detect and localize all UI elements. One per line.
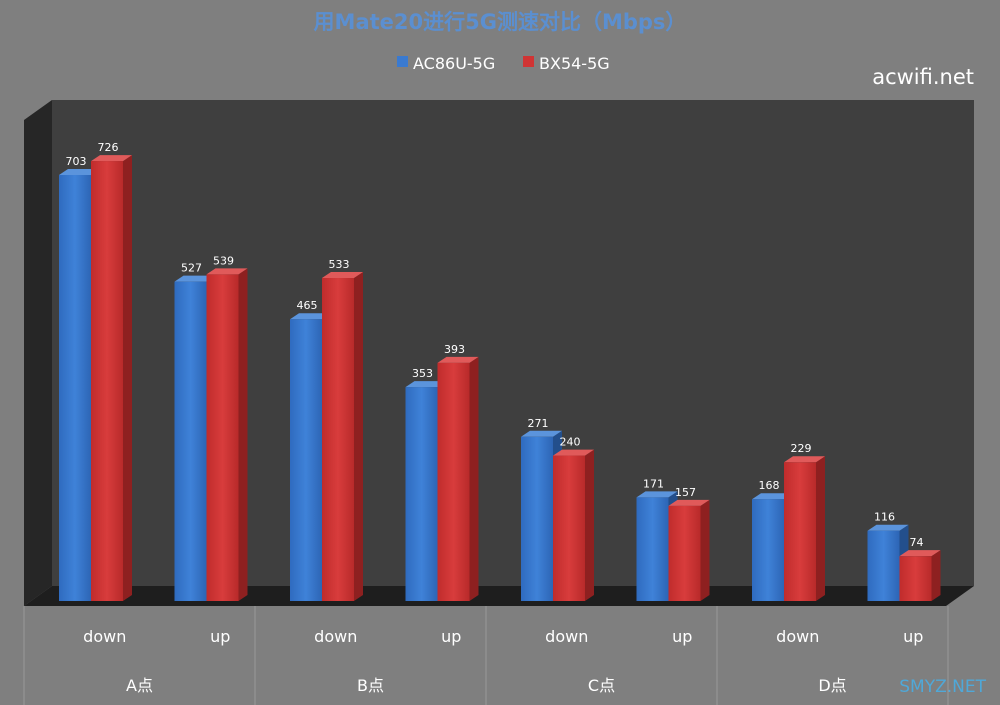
category-label-1: up [210,627,230,646]
category-table [23,606,949,705]
bar-bx54-7 [899,550,941,601]
value-label-bx54-1: 539 [213,254,234,267]
value-label-bx54-0: 726 [98,141,119,154]
category-label-2: down [314,627,357,646]
value-label-ac86u-1: 527 [181,262,202,275]
group-label-2: C点 [588,676,615,695]
value-label-ac86u-2: 465 [297,299,318,312]
value-label-ac86u-3: 353 [412,367,433,380]
bar-bx54-6 [784,456,825,601]
chart-title: 用Mate20进行5G测速对比（Mbps） [314,10,687,34]
category-label-6: down [776,627,819,646]
value-label-ac86u-5: 171 [643,477,664,490]
legend-label-ac86u: AC86U-5G [413,54,495,73]
value-label-bx54-4: 240 [560,436,581,449]
legend-label-bx54: BX54-5G [539,54,610,73]
bar-bx54-4 [553,449,594,601]
value-label-bx54-6: 229 [791,442,812,455]
value-label-bx54-7: 74 [910,536,924,549]
value-label-ac86u-6: 168 [759,479,780,492]
value-label-bx54-3: 393 [444,343,465,356]
category-label-3: up [441,627,461,646]
legend: AC86U-5G BX54-5G [397,54,610,73]
bar-bx54-0 [91,155,132,601]
legend-swatch-bx54 [523,56,534,67]
group-label-3: D点 [818,676,846,695]
value-labels: 703 726 527 539 465 533 353 393 271 240 171 157 168 2… [66,141,924,549]
watermark: acwifi.net [872,65,974,89]
group-labels: A点 B点 C点 D点 [126,676,847,695]
bar-bx54-1 [206,268,248,601]
side-wall [24,100,52,606]
bars [59,155,941,601]
category-label-7: up [903,627,923,646]
category-label-0: down [83,627,126,646]
value-label-bx54-5: 157 [675,486,696,499]
value-label-bx54-2: 533 [329,258,350,271]
value-label-ac86u-0: 703 [66,155,87,168]
category-label-4: down [545,627,588,646]
category-label-5: up [672,627,692,646]
bar-bx54-3 [437,356,479,601]
value-label-ac86u-4: 271 [528,417,549,430]
value-label-ac86u-7: 116 [874,511,895,524]
category-labels: down up down up down up down up [83,627,923,646]
group-label-1: B点 [357,676,384,695]
bar-bx54-2 [322,272,363,601]
group-label-0: A点 [126,676,153,695]
bar-bx54-5 [668,499,710,601]
legend-swatch-ac86u [397,56,408,67]
floor [24,586,974,606]
watermark-bottom: SMYZ.NET [899,677,986,697]
